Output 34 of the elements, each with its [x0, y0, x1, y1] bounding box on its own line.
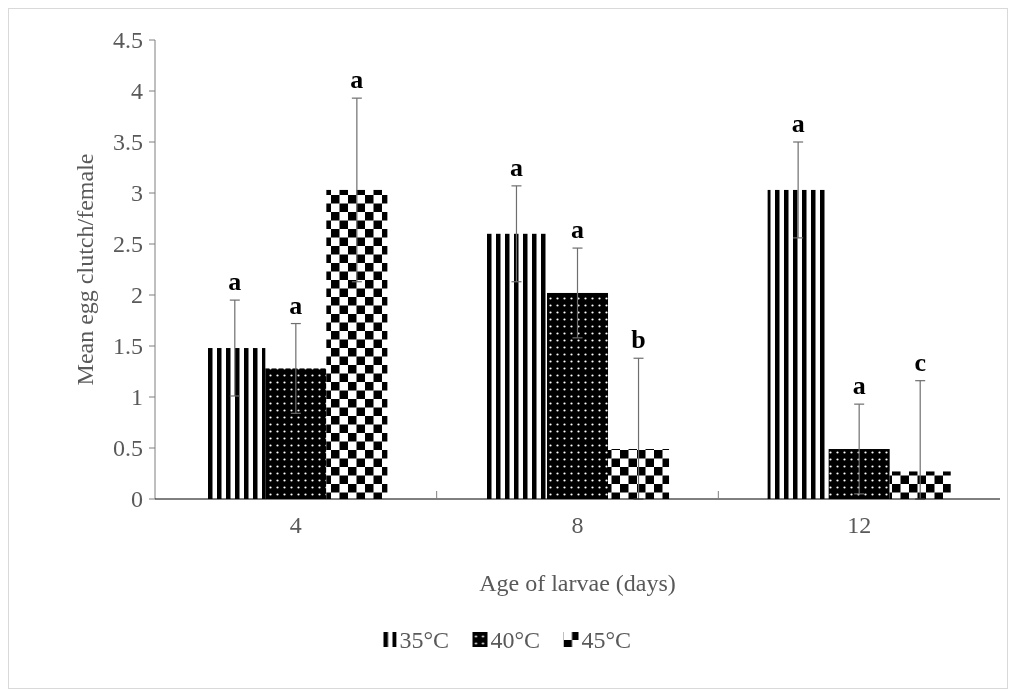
annotation: a [350, 65, 364, 95]
y-tick-label: 3.5 [113, 129, 143, 156]
annotation: a [852, 371, 866, 401]
annotation: c [914, 347, 926, 377]
annotation: b [631, 325, 646, 355]
bar [608, 449, 670, 499]
y-tick-label: 0 [131, 486, 143, 513]
legend-label: 35°C [399, 627, 450, 654]
bar [485, 233, 547, 499]
legend-label: 45°C [581, 627, 632, 654]
annotation: a [791, 109, 805, 138]
bar [546, 292, 609, 499]
annotation: a [571, 215, 584, 245]
y-tick-label: 3 [131, 180, 143, 207]
bar [326, 189, 388, 499]
annotation: a [228, 267, 242, 297]
bar [265, 368, 327, 499]
annotation: a [509, 152, 523, 182]
bar [828, 449, 890, 499]
y-tick-label: 0.5 [113, 435, 143, 462]
y-tick-label: 2.5 [113, 231, 143, 258]
y-tick-label: 2 [131, 282, 143, 309]
x-tick-label: 8 [571, 512, 584, 538]
annotation: a [289, 290, 303, 320]
y-tick-label: 1.5 [113, 333, 143, 360]
legend-label: 40°C [490, 627, 541, 654]
x-tick-label: 4 [289, 512, 302, 538]
y-tick-label: 4.5 [113, 27, 143, 54]
x-tick-label: 12 [847, 512, 872, 538]
bar [889, 471, 951, 499]
y-tick-label: 4 [131, 78, 143, 105]
y-axis-title: Mean egg clutch/female [72, 153, 98, 386]
x-axis-title: Age of larvae (days) [479, 570, 676, 596]
y-tick-label: 1 [131, 384, 143, 411]
